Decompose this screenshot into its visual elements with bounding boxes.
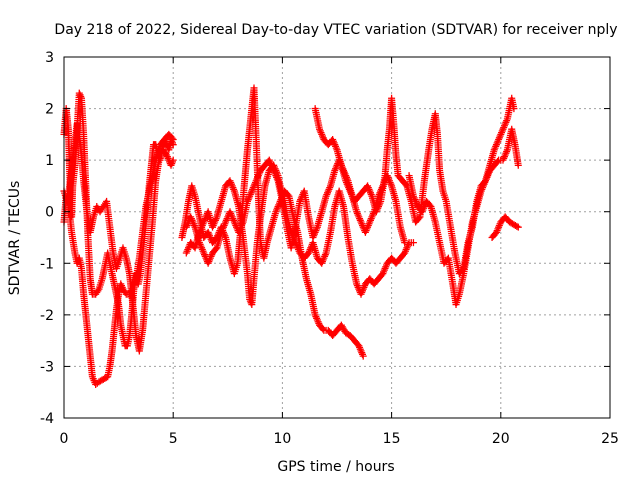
data-point xyxy=(514,223,522,231)
y-tick-label: -1 xyxy=(40,256,54,272)
data-point xyxy=(359,352,367,360)
x-tick-label: 5 xyxy=(169,431,178,447)
data-point xyxy=(168,134,176,142)
data-point xyxy=(514,161,522,169)
series-track-1 xyxy=(60,89,177,350)
y-tick-label: 0 xyxy=(45,205,54,221)
y-tick-label: -4 xyxy=(40,411,54,427)
data-point xyxy=(401,239,409,247)
y-axis-title: SDTVAR / TECUs xyxy=(7,181,23,296)
data-point xyxy=(415,214,423,222)
axis-ticks: 0 5 10 15 20 25 -4 -3 -2 -1 0 1 2 3 xyxy=(40,50,619,447)
data-points xyxy=(60,84,522,388)
series-track-8 xyxy=(405,125,522,309)
data-point xyxy=(513,222,521,230)
y-tick-label: 2 xyxy=(45,102,54,118)
data-point xyxy=(409,239,417,247)
x-axis-title: GPS time / hours xyxy=(277,459,394,475)
data-point xyxy=(284,191,292,199)
y-tick-label: 1 xyxy=(45,153,54,169)
y-tick-label: 3 xyxy=(45,50,54,66)
x-tick-label: 15 xyxy=(383,431,401,447)
series-track-2 xyxy=(60,130,177,388)
x-tick-label: 0 xyxy=(60,431,69,447)
chart-title: Day 218 of 2022, Sidereal Day-to-day VTE… xyxy=(54,22,617,38)
plot-frame xyxy=(63,56,611,419)
data-point xyxy=(510,105,518,113)
data-point xyxy=(426,201,434,209)
data-point xyxy=(494,157,502,165)
data-point xyxy=(169,136,177,144)
data-point xyxy=(212,245,220,253)
x-tick-label: 20 xyxy=(492,431,510,447)
y-tick-label: -3 xyxy=(40,359,54,375)
series-track-3 xyxy=(60,120,177,355)
data-point xyxy=(169,156,177,164)
series-track-9 xyxy=(488,213,522,241)
grid xyxy=(64,57,610,418)
data-point xyxy=(319,325,327,333)
x-tick-label: 25 xyxy=(601,431,619,447)
y-tick-label: -2 xyxy=(40,308,54,324)
data-point xyxy=(402,181,410,189)
x-tick-label: 10 xyxy=(273,431,291,447)
